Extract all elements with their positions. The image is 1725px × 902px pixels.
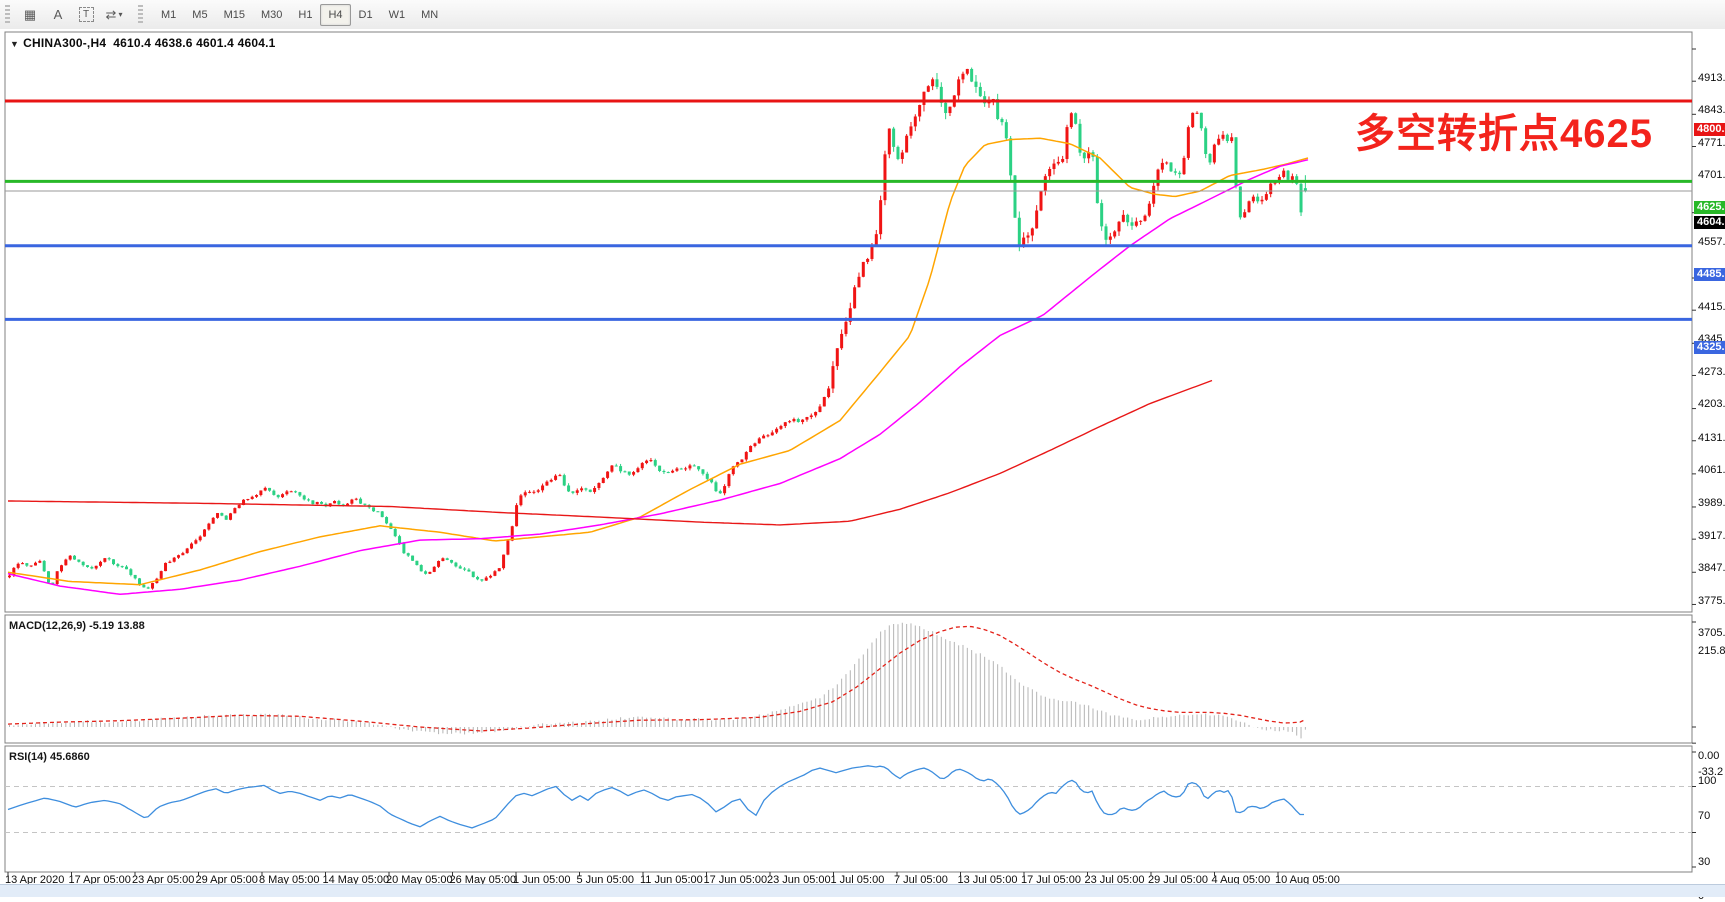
timeframe-H4[interactable]: H4 <box>320 3 351 26</box>
timeframe-H1[interactable]: H1 <box>298 8 313 21</box>
price-badge-4625.0: 4625.0 <box>1694 201 1725 215</box>
grid-icon[interactable]: ▦ <box>23 6 37 22</box>
date-tick-label: 1 Jun 05:00 <box>513 874 571 886</box>
price-tick-label: 3847.0 <box>1698 562 1725 575</box>
price-tick-label: 4061.0 <box>1698 463 1725 476</box>
date-tick-label: 23 Jun 05:00 <box>767 874 831 886</box>
price-badge-4485.0: 4485.0 <box>1694 267 1725 281</box>
date-tick-label: 17 Apr 05:00 <box>68 874 131 886</box>
date-tick-label: 14 May 05:00 <box>322 874 390 886</box>
date-tick-label: 13 Jul 05:00 <box>957 874 1018 886</box>
toolbar: ▦ A T ⇄ ▾ M1 M5 M15 M30 H1 H4 D1 W1 MN <box>0 0 1725 30</box>
rsi-axis-label: 30 <box>1698 855 1711 868</box>
moving-averages <box>7 137 1309 596</box>
timeframe-toolbar: M1 M5 M15 M30 H1 H4 D1 W1 MN <box>153 3 446 26</box>
price-tick-label: 4843.0 <box>1698 104 1725 117</box>
price-tick-label: 4203.0 <box>1698 398 1725 411</box>
date-tick-label: 8 May 05:00 <box>259 874 320 886</box>
price-tick-label: 3705.0 <box>1698 627 1725 640</box>
toolbar-separator-handle[interactable] <box>138 4 143 25</box>
date-tick-label: 11 Jun 05:00 <box>640 874 703 886</box>
price-tick-label: 4557.0 <box>1698 235 1725 248</box>
macd-series <box>7 622 1306 739</box>
date-tick-label: 4 Aug 05:00 <box>1211 874 1271 886</box>
chart-region[interactable]: ▼ CHINA300-,H4 4610.4 4638.6 4601.4 4604.… <box>0 29 1725 902</box>
timeframe-D1[interactable]: D1 <box>358 8 373 21</box>
symbol-ohlc: 4610.4 4638.6 4601.4 4604.1 <box>113 36 276 50</box>
price-tick-label: 4701.0 <box>1698 169 1725 182</box>
text-box-icon[interactable]: T <box>73 3 99 27</box>
date-tick-label: 23 Jul 05:00 <box>1084 874 1145 886</box>
price-tick-label: 4273.0 <box>1698 366 1725 379</box>
date-tick-label: 7 Jul 05:00 <box>894 874 948 886</box>
price-tick-label: 3917.0 <box>1698 529 1725 542</box>
date-tick-label: 17 Jun 05:00 <box>703 874 768 886</box>
date-tick-label: 29 Jul 05:00 <box>1148 874 1208 886</box>
symbol-header: ▼ CHINA300-,H4 4610.4 4638.6 4601.4 4604.… <box>10 36 276 50</box>
price-tick-label: 4131.0 <box>1698 431 1725 444</box>
timeframe-MN[interactable]: MN <box>421 8 439 21</box>
timeframe-M15[interactable]: M15 <box>223 8 245 21</box>
rsi-series <box>5 765 1692 833</box>
candlestick-series <box>8 67 1307 590</box>
rsi-axis-label: 70 <box>1698 809 1711 822</box>
macd-label: MACD(12,26,9) -5.19 13.88 <box>9 620 145 632</box>
arrange-dropdown-caret[interactable]: ▾ <box>118 10 123 19</box>
date-tick-label: 10 Aug 05:00 <box>1275 874 1340 886</box>
date-tick-label: 29 Apr 05:00 <box>195 874 258 886</box>
price-tick-label: 3989.0 <box>1698 496 1725 509</box>
date-tick-label: 17 Jul 05:00 <box>1021 874 1081 886</box>
arrange-icon[interactable]: ⇄ ▾ <box>105 6 123 22</box>
macd-axis-label: 0.00 <box>1698 750 1720 762</box>
chart-tools: ▦ A T ⇄ ▾ <box>16 3 128 27</box>
price-badge-4604.1: 4604.1 <box>1694 216 1725 230</box>
symbol-dropdown-icon[interactable]: ▼ <box>10 39 20 49</box>
macd-axis-label: -33.2 <box>1698 766 1724 779</box>
price-badge-4800.0: 4800.0 <box>1694 122 1725 136</box>
date-tick-label: 5 Jun 05:00 <box>576 874 635 886</box>
date-tick-label: 23 Apr 05:00 <box>132 874 195 886</box>
timeframe-M1[interactable]: M1 <box>161 8 177 21</box>
rsi-label: RSI(14) 45.6860 <box>9 751 90 763</box>
date-tick-label: 20 May 05:00 <box>386 874 453 886</box>
label-a-icon[interactable]: A <box>53 7 63 22</box>
status-bar <box>0 884 1725 897</box>
rsi-axis-label: 100 <box>1698 775 1717 787</box>
timeframe-M5[interactable]: M5 <box>192 8 208 21</box>
date-tick-label: 26 May 05:00 <box>449 874 517 886</box>
price-tick-label: 4415.0 <box>1698 300 1725 313</box>
macd-axis-label: 215.81 <box>1698 644 1725 657</box>
price-badge-4325.0: 4325.0 <box>1694 341 1725 355</box>
horizontal-lines[interactable] <box>5 99 1692 321</box>
price-tick-label: 3775.0 <box>1698 595 1725 608</box>
annotation-text: 多空转折点4625 <box>1355 112 1653 156</box>
timeframe-W1[interactable]: W1 <box>388 8 406 21</box>
price-tick-label: 4771.0 <box>1698 137 1725 150</box>
symbol-title: CHINA300-,H4 <box>23 36 107 50</box>
date-tick-label: 1 Jul 05:00 <box>830 874 885 886</box>
timeframe-M30[interactable]: M30 <box>260 8 283 21</box>
price-tick-label: 4913.0 <box>1698 72 1725 84</box>
toolbar-drag-handle[interactable] <box>5 4 10 25</box>
date-tick-label: 13 Apr 2020 <box>5 874 65 886</box>
chart-canvas[interactable] <box>0 29 1725 884</box>
